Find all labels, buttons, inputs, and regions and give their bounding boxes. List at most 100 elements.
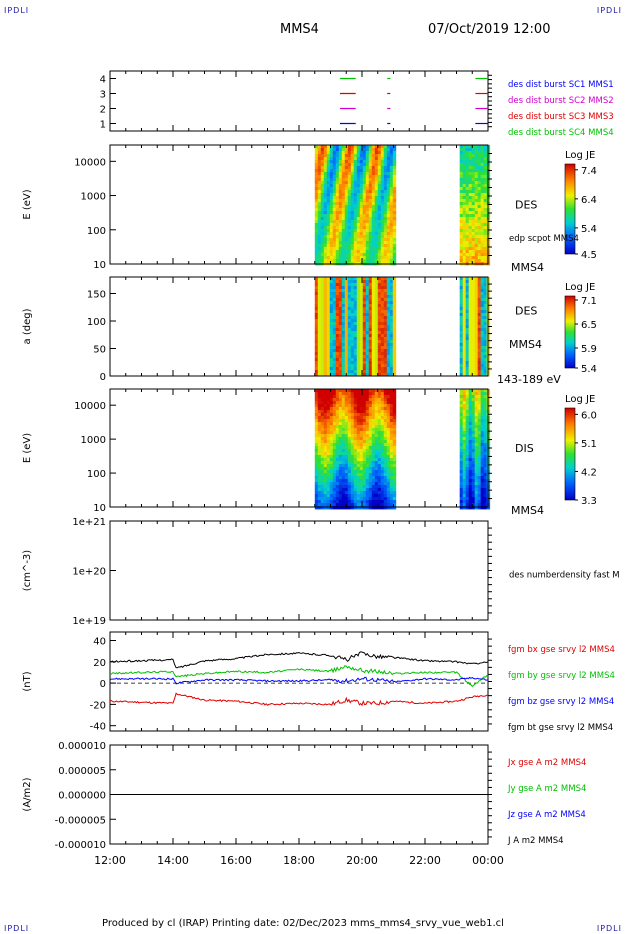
spectrogram-cell xyxy=(462,440,467,444)
spectrogram-cell xyxy=(392,154,397,158)
spectrogram-cell xyxy=(326,145,331,149)
spectrogram-cell xyxy=(353,358,358,362)
spectrogram-cell xyxy=(465,367,470,371)
spectrogram-cell xyxy=(344,283,349,287)
spectrogram-cell xyxy=(323,464,328,468)
spectrogram-cell xyxy=(377,229,382,233)
spectrogram-cell xyxy=(477,437,482,441)
spectrogram-cell xyxy=(368,169,373,173)
spectrogram-cell xyxy=(332,479,337,483)
spectrogram-cell xyxy=(341,364,346,368)
spectrogram-cell xyxy=(483,431,488,435)
spectrogram-cell xyxy=(359,358,364,362)
spectrogram-cell xyxy=(474,193,479,197)
spectrogram-cell xyxy=(350,163,355,167)
spectrogram-cell xyxy=(459,211,464,215)
spectrogram-cell xyxy=(383,277,388,281)
spectrogram-cell xyxy=(474,422,479,426)
spectrogram-cell xyxy=(359,473,364,477)
spectrogram-cell xyxy=(350,316,355,320)
spectrogram-cell xyxy=(386,208,391,212)
spectrogram-cell xyxy=(368,422,373,426)
spectrogram-cell xyxy=(356,286,361,290)
spectrogram-cell xyxy=(356,169,361,173)
spectrogram-cell xyxy=(368,437,373,441)
spectrogram-cell xyxy=(323,223,328,227)
spectrogram-cell xyxy=(477,358,482,362)
spectrogram-cell xyxy=(326,280,331,284)
spectrogram-cell xyxy=(314,316,319,320)
spectrogram-cell xyxy=(462,244,467,248)
spectrogram-cell xyxy=(380,169,385,173)
spectrogram-cell xyxy=(329,440,334,444)
spectrogram-cell xyxy=(468,304,473,308)
spectrogram-cell xyxy=(353,401,358,405)
spectrogram-cell xyxy=(371,178,376,182)
spectrogram-cell xyxy=(338,286,343,290)
spectrogram-cell xyxy=(323,172,328,176)
spectrogram-cell xyxy=(326,346,331,350)
spectrogram-cell xyxy=(389,506,394,510)
spectrogram-cell xyxy=(338,217,343,221)
spectrogram-cell xyxy=(329,449,334,453)
spectrogram-cell xyxy=(374,419,379,423)
spectrogram-cell xyxy=(483,494,488,498)
spectrogram-cell xyxy=(323,289,328,293)
spectrogram-cell xyxy=(471,292,476,296)
spectrogram-cell xyxy=(344,467,349,471)
spectrogram-cell xyxy=(329,238,334,242)
spectrogram-cell xyxy=(368,214,373,218)
spectrogram-cell xyxy=(353,491,358,495)
spectrogram-cell xyxy=(332,193,337,197)
spectrogram-cell xyxy=(386,452,391,456)
spectrogram-cell xyxy=(347,292,352,296)
spectrogram-cell xyxy=(383,410,388,414)
spectrogram-cell xyxy=(326,214,331,218)
spectrogram-cell xyxy=(365,178,370,182)
spectrogram-cell xyxy=(383,464,388,468)
spectrogram-cell xyxy=(344,407,349,411)
spectrogram-cell xyxy=(362,217,367,221)
spectrogram-cell xyxy=(477,169,482,173)
spectrogram-cell xyxy=(365,304,370,308)
spectrogram-cell xyxy=(474,392,479,396)
spectrogram-cell xyxy=(353,419,358,423)
spectrogram-cell xyxy=(341,199,346,203)
spectrogram-cell xyxy=(317,479,322,483)
spectrogram-cell xyxy=(392,340,397,344)
spectrogram-cell xyxy=(371,166,376,170)
spectrogram-cell xyxy=(332,283,337,287)
spectrogram-cell xyxy=(471,500,476,504)
spectrogram-cell xyxy=(320,217,325,221)
spectrogram-cell xyxy=(383,500,388,504)
spectrogram-cell xyxy=(341,244,346,248)
spectrogram-cell xyxy=(341,500,346,504)
spectrogram-cell xyxy=(380,491,385,495)
spectrogram-cell xyxy=(332,151,337,155)
spectrogram-cell xyxy=(377,160,382,164)
spectrogram-cell xyxy=(320,467,325,471)
spectrogram-cell xyxy=(392,352,397,356)
spectrogram-cell xyxy=(474,497,479,501)
spectrogram-cell xyxy=(314,310,319,314)
spectrogram-cell xyxy=(356,479,361,483)
spectrogram-cell xyxy=(480,334,485,338)
spectrogram-cell xyxy=(392,488,397,492)
spectrogram-cell xyxy=(483,413,488,417)
spectrogram-cell xyxy=(329,458,334,462)
spectrogram-cell xyxy=(483,301,488,305)
spectrogram-cell xyxy=(344,244,349,248)
spectrogram-cell xyxy=(392,220,397,224)
spectrogram-cell xyxy=(362,187,367,191)
spectrogram-cell xyxy=(465,289,470,293)
spectrogram-cell xyxy=(483,497,488,501)
spectrogram-cell xyxy=(359,244,364,248)
spectrogram-cell xyxy=(350,169,355,173)
spectrogram-cell xyxy=(380,461,385,465)
spectrogram-cell xyxy=(374,346,379,350)
spectrogram-cell xyxy=(350,425,355,429)
spectrogram-cell xyxy=(377,253,382,257)
spectrogram-cell xyxy=(465,392,470,396)
spectrogram-cell xyxy=(344,211,349,215)
spectrogram-cell xyxy=(371,232,376,236)
